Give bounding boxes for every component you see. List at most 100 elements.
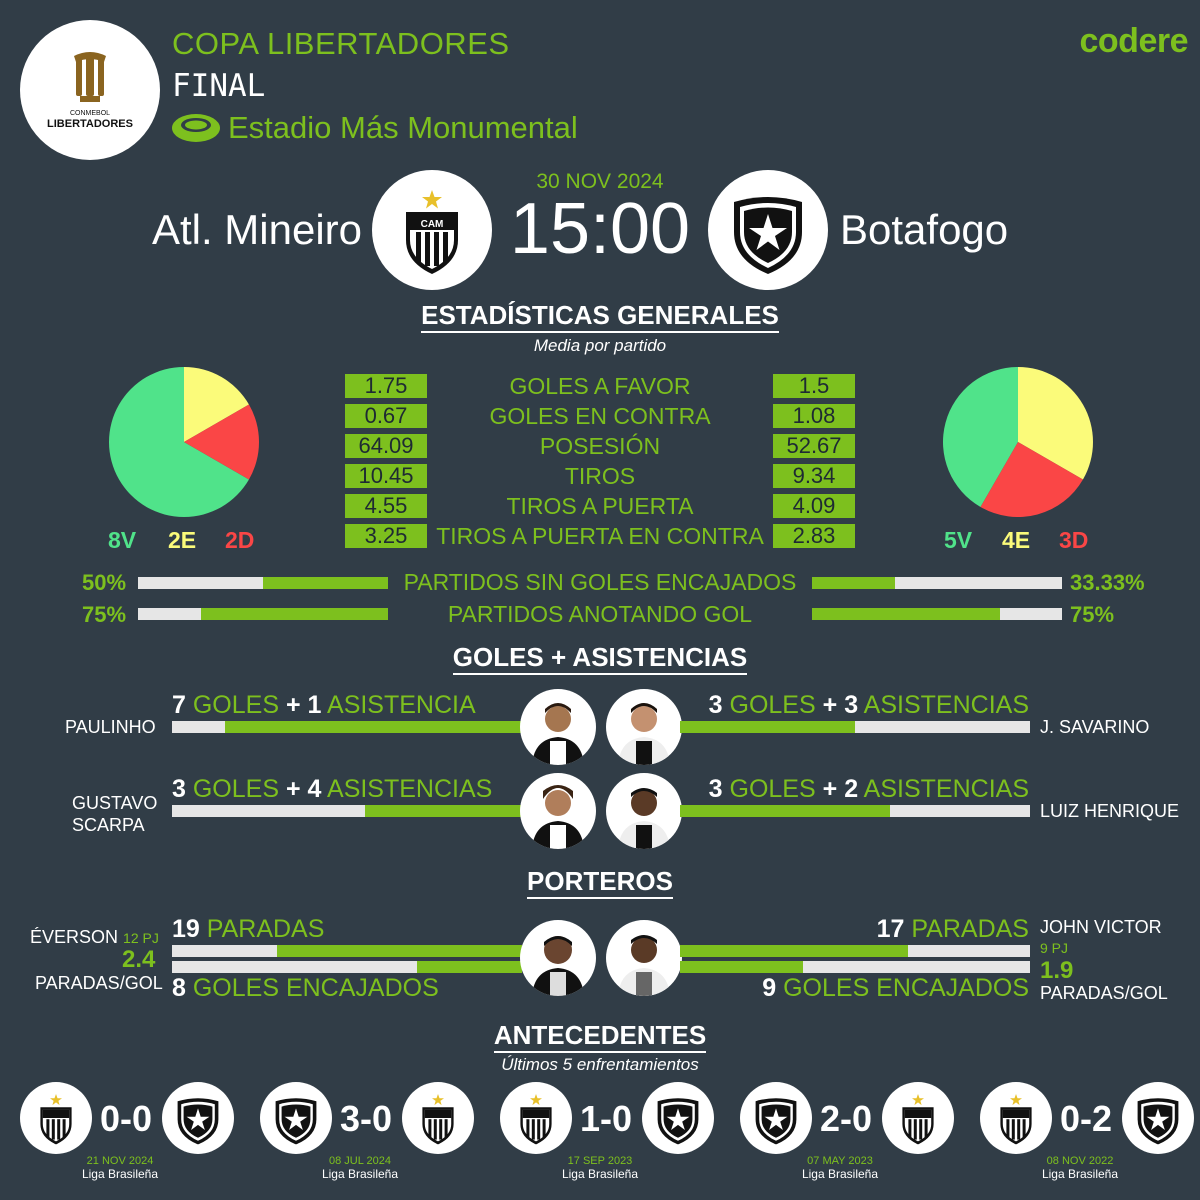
away-keeper-ratio-label: PARADAS/GOL	[1040, 983, 1168, 1003]
stat-home-value: 10.45	[345, 464, 427, 488]
player-avatar	[606, 773, 682, 849]
home-keeper-saves: 19 PARADAS	[172, 915, 325, 943]
stats-subtitle: Media por partido	[533, 336, 667, 355]
match-time: 15:00	[509, 189, 691, 269]
stat-away-value: 1.5	[773, 374, 855, 398]
away-wins: 5V	[944, 527, 973, 553]
player-photo-icon	[618, 703, 670, 765]
history-subtitle: Últimos 5 enfrentamientos	[501, 1055, 699, 1074]
stat-away-value: 2.83	[773, 524, 855, 548]
home-team-crest: CAM	[372, 170, 492, 290]
stat-away-value: 52.67	[773, 434, 855, 458]
history-team-crest	[402, 1082, 474, 1154]
scoring-away-bar	[812, 608, 1062, 620]
home-scorer-line: 3 GOLES + 4 ASISTENCIAS	[172, 775, 493, 803]
away-keeper-name: JOHN VICTOR	[1040, 917, 1162, 937]
away-keeper-ratio: 1.9	[1040, 957, 1074, 984]
away-team-crest	[708, 170, 828, 290]
botafogo-crest-icon	[657, 1098, 699, 1145]
home-scorer-fill	[364, 805, 522, 817]
player-avatar	[520, 689, 596, 765]
history-team-crest	[980, 1082, 1052, 1154]
scorers-title: GOLES + ASISTENCIAS	[0, 642, 1200, 675]
history-team-crest	[882, 1082, 954, 1154]
history-score: 3-0	[339, 1098, 393, 1139]
away-keeper-saves-fill	[680, 945, 908, 957]
away-keeper-pj: 9 PJ	[1040, 940, 1069, 956]
away-keeper-conceded-fill	[680, 961, 803, 973]
home-keeper-conceded: 8 GOLES ENCAJADOS	[172, 974, 439, 1002]
stat-label: TIROS A PUERTA EN CONTRA	[436, 523, 764, 549]
home-scorer-name: GUSTAVO SCARPA	[72, 793, 158, 835]
history-date: 17 SEP 2023	[567, 1155, 633, 1167]
away-keeper-saves: 17 PARADAS	[876, 915, 1029, 943]
away-pie-draws-slice	[1018, 367, 1093, 480]
botafogo-crest-icon	[1137, 1098, 1179, 1145]
history-team-crest	[642, 1082, 714, 1154]
clean-sheets-away-bar	[812, 577, 1062, 589]
player-photo-icon	[532, 936, 584, 996]
away-keeper-conceded: 9 GOLES ENCAJADOS	[762, 974, 1029, 1002]
stats-title: ESTADÍSTICAS GENERALES	[0, 300, 1200, 333]
clean-sheets-home-pct: 50%	[82, 570, 127, 595]
history-team-crest	[162, 1082, 234, 1154]
logo-text-bottom: LIBERTADORES	[47, 118, 133, 130]
home-record-pie	[109, 367, 259, 517]
home-pie-draws-slice	[184, 367, 249, 442]
away-pie-losses-slice	[980, 442, 1083, 517]
botafogo-crest-icon	[275, 1098, 317, 1145]
clean-sheets-home-fill	[263, 577, 388, 589]
stat-label: TIROS A PUERTA	[506, 493, 694, 519]
history-competition: Liga Brasileña	[81, 1167, 159, 1181]
stat-away-value: 1.08	[773, 404, 855, 428]
competition-logo: CONMEBOL LIBERTADORES	[20, 20, 160, 160]
venue-label: Estadio Más Monumental	[228, 110, 578, 145]
home-losses: 2D	[225, 527, 255, 553]
clean-sheets-away-pct: 33.33%	[1070, 570, 1145, 595]
keeper-avatar	[606, 920, 682, 996]
stat-away-value: 4.09	[773, 494, 855, 518]
home-draws: 2E	[168, 527, 197, 553]
player-photo-icon	[618, 788, 670, 849]
stat-label: TIROS	[564, 463, 636, 489]
player-avatar	[606, 689, 682, 765]
history-title: ANTECEDENTES	[0, 1020, 1200, 1053]
mineiro-crest-icon	[422, 1094, 454, 1145]
home-keeper-ratio-label: PARADAS/GOL	[35, 973, 163, 993]
history-team-crest	[740, 1082, 812, 1154]
botafogo-crest-icon	[734, 197, 802, 274]
scoring-away-fill	[812, 608, 1000, 620]
stat-label: GOLES A FAVOR	[509, 373, 691, 399]
stadium-icon	[172, 114, 220, 142]
home-scorer-line: 7 GOLES + 1 ASISTENCIA	[172, 691, 476, 719]
stat-home-value: 0.67	[345, 404, 427, 428]
history-competition: Liga Brasileña	[561, 1167, 639, 1181]
stat-away-value: 9.34	[773, 464, 855, 488]
history-team-crest	[20, 1082, 92, 1154]
home-team-name: Atl. Mineiro	[151, 206, 362, 253]
mineiro-crest-icon	[902, 1094, 934, 1145]
history-team-crest	[260, 1082, 332, 1154]
history-score: 0-0	[99, 1098, 153, 1139]
stat-home-value: 64.09	[345, 434, 427, 458]
brand-logo: codere	[1079, 22, 1189, 60]
home-keeper-conceded-bar	[172, 961, 522, 973]
home-scorer-bar	[172, 721, 522, 733]
stat-label: GOLES EN CONTRA	[489, 403, 711, 429]
history-date: 21 NOV 2024	[86, 1155, 154, 1167]
crest-text: CAM	[421, 219, 444, 230]
away-scorer-line: 3 GOLES + 2 ASISTENCIAS	[708, 775, 1029, 803]
mineiro-crest-icon: CAM	[406, 190, 458, 274]
home-scorer-name: PAULINHO	[65, 717, 156, 737]
home-keeper-conceded-fill	[417, 961, 522, 973]
home-keeper-saves-fill	[277, 945, 522, 957]
stat-home-value: 4.55	[345, 494, 427, 518]
away-scorer-bar	[680, 721, 1030, 733]
history-date: 08 JUL 2024	[329, 1155, 391, 1167]
away-scorer-fill	[680, 805, 890, 817]
history-competition: Liga Brasileña	[321, 1167, 399, 1181]
mineiro-crest-icon	[520, 1094, 552, 1145]
mineiro-crest-icon	[1000, 1094, 1032, 1145]
keeper-avatar	[520, 920, 596, 996]
away-pie-wins-slice	[943, 367, 1018, 507]
